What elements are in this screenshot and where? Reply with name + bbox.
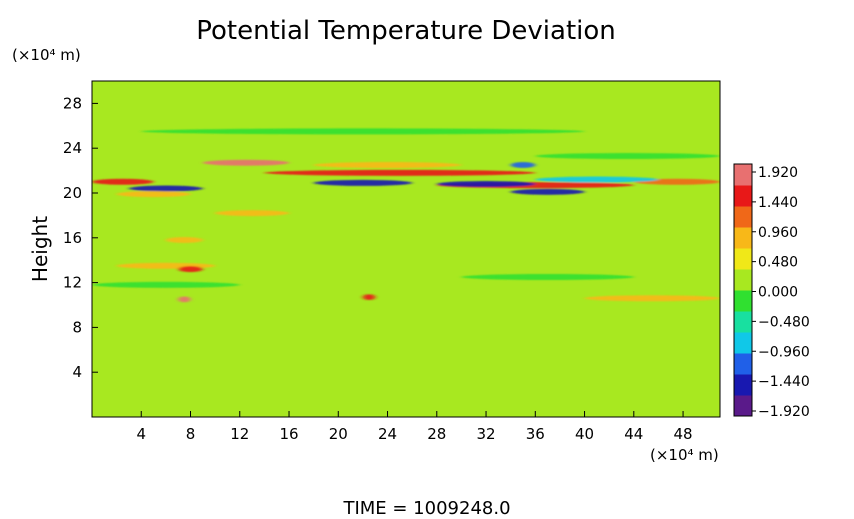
x-tick-label: 40 xyxy=(575,425,594,443)
heatmap-feature xyxy=(535,176,659,183)
y-axis-unit: (×10⁴ m) xyxy=(12,46,81,64)
heatmap-features xyxy=(92,128,720,303)
heatmap-feature xyxy=(584,295,720,302)
heatmap-feature xyxy=(535,153,720,160)
x-tick-label: 36 xyxy=(526,425,545,443)
heatmap-feature xyxy=(141,128,585,135)
y-tick-label: 16 xyxy=(63,229,82,247)
colorbar-label: 1.920 xyxy=(758,165,798,181)
heatmap-feature xyxy=(178,296,191,303)
y-tick-label: 12 xyxy=(63,274,82,292)
x-axis: 4 8 12 16 20 24 28 32 36 40 44 48 xyxy=(136,411,693,443)
colorbar-swatch xyxy=(734,332,752,354)
heatmap-feature xyxy=(215,210,290,217)
heatmap-feature xyxy=(165,237,203,244)
colorbar-swatch xyxy=(734,227,752,249)
y-tick-label: 8 xyxy=(72,318,82,336)
x-axis-unit: (×10⁴ m) xyxy=(650,446,719,464)
colorbar-swatch xyxy=(734,206,752,228)
x-tick-label: 4 xyxy=(136,425,146,443)
colorbar-label: 0.480 xyxy=(758,255,798,271)
heatmap-feature xyxy=(92,281,240,288)
heatmap-feature xyxy=(178,266,203,273)
y-tick-label: 20 xyxy=(63,184,82,202)
heatmap-background xyxy=(92,81,720,417)
chart-title: Potential Temperature Deviation xyxy=(196,16,616,46)
y-tick-label: 28 xyxy=(63,94,82,112)
colorbar-label: 0.960 xyxy=(758,225,798,241)
x-tick-label: 20 xyxy=(329,425,348,443)
heatmap-feature xyxy=(362,294,376,301)
x-tick-label: 28 xyxy=(427,425,446,443)
colorbar-swatch xyxy=(734,311,752,333)
colorbar-swatch xyxy=(734,185,752,207)
x-tick-label: 44 xyxy=(624,425,643,443)
time-label: TIME = 1009248.0 xyxy=(342,498,510,519)
colorbar-swatch xyxy=(734,353,752,375)
y-axis-label: Height xyxy=(28,216,52,282)
heatmap-feature xyxy=(436,181,536,188)
heatmap-feature xyxy=(510,162,536,168)
colorbar-swatch xyxy=(734,269,752,291)
heatmap-feature xyxy=(116,191,191,198)
heatmap-feature xyxy=(461,274,634,280)
heatmap-feature xyxy=(313,179,413,186)
colorbar-swatch xyxy=(734,290,752,312)
heatmap-feature xyxy=(313,162,462,168)
colorbar-swatch xyxy=(734,248,752,270)
colorbar-label: −0.960 xyxy=(758,344,810,360)
colorbar-label: 0.000 xyxy=(758,285,798,301)
heatmap-feature xyxy=(128,185,203,192)
colorbar-swatch xyxy=(734,395,752,417)
y-tick-label: 24 xyxy=(63,139,82,157)
heatmap-feature xyxy=(510,188,585,195)
colorbar-swatch xyxy=(734,374,752,396)
x-tick-label: 32 xyxy=(476,425,495,443)
y-axis: 4 8 12 16 20 24 28 xyxy=(63,94,98,381)
heatmap-feature xyxy=(264,169,536,176)
colorbar-label: −1.920 xyxy=(758,404,810,420)
x-tick-label: 16 xyxy=(279,425,298,443)
x-tick-label: 8 xyxy=(186,425,196,443)
colorbar-label: −0.480 xyxy=(758,314,810,330)
x-tick-label: 12 xyxy=(230,425,249,443)
colorbar-label: −1.440 xyxy=(758,374,810,390)
heatmap-area xyxy=(92,81,720,417)
x-tick-label: 24 xyxy=(378,425,397,443)
x-tick-label: 48 xyxy=(674,425,693,443)
plot-frame xyxy=(91,80,721,418)
heatmap-feature xyxy=(92,178,154,185)
colorbar-frame xyxy=(733,163,753,417)
heatmap-feature xyxy=(202,159,290,166)
colorbar-label: 1.440 xyxy=(758,195,798,211)
y-tick-label: 4 xyxy=(72,363,82,381)
colorbar-swatch xyxy=(734,164,752,186)
colorbar: 1.920 1.440 0.960 0.480 0.000 −0.480 −0.960 −1.… xyxy=(733,163,810,420)
